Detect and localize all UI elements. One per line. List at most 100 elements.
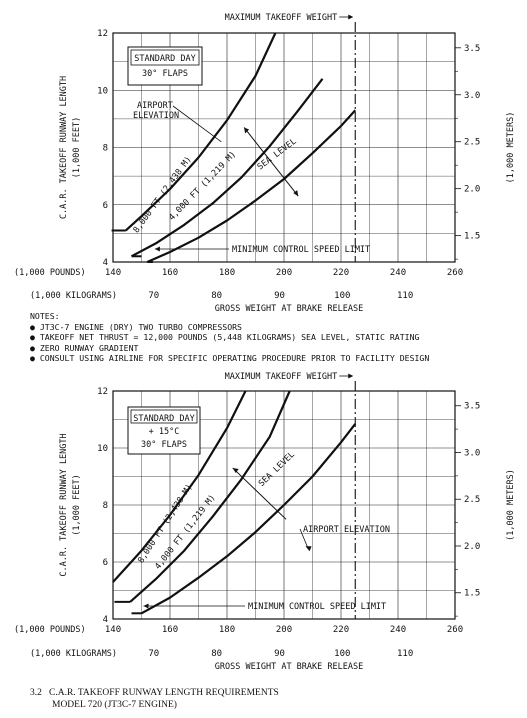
chart1-y-tick-label: 10 — [97, 86, 108, 96]
chart1-y-tick-label: 8 — [103, 144, 108, 154]
figure-caption: 3.2 C.A.R. TAKEOFF RUNWAY LENGTH REQUIRE… — [30, 687, 279, 711]
chart1-kg-tick-label: 70 — [148, 291, 159, 301]
chart1-y-axis-unit: (1,000 FEET) — [72, 117, 82, 178]
chart1-series-line — [125, 32, 277, 232]
note-item: ● TAKEOFF NET THRUST = 12,000 POUNDS (5,… — [30, 332, 420, 343]
chart2-series-line — [112, 390, 247, 583]
chart2-condition-line: STANDARD DAY — [133, 414, 194, 424]
chart1-x-tick-label: 220 — [333, 268, 349, 278]
chart1-x-tick-label: 240 — [390, 268, 406, 278]
caption-title: C.A.R. TAKEOFF RUNWAY LENGTH REQUIREMENT… — [49, 688, 279, 698]
chart1-series-line — [130, 78, 324, 258]
chart2-x-tick-label: 140 — [105, 625, 121, 635]
chart2-y2-axis-label: (1,000 METERS) — [506, 469, 516, 541]
chart2-min-control-arrowhead — [143, 603, 149, 609]
chart2-x-unit-pounds: (1,000 POUNDS) — [14, 625, 86, 635]
notes-block: NOTES: ● JT3C-7 ENGINE (DRY) TWO TURBO C… — [30, 311, 525, 364]
chart2-y-tick-label: 8 — [103, 501, 108, 511]
chart1-max-takeoff-arrowhead — [348, 14, 354, 20]
caption-number: 3.2 — [30, 688, 42, 698]
chart1-elevation-arrowhead-bottom — [293, 190, 299, 197]
caption-subtitle: MODEL 720 (JT3C-7 ENGINE) — [52, 700, 177, 710]
chart1-kg-tick-label: 110 — [397, 291, 413, 301]
note-item: ● JT3C-7 ENGINE (DRY) TWO TURBO COMPRESS… — [30, 321, 242, 332]
chart2-kg-tick-label: 90 — [274, 649, 285, 659]
chart2-x-tick-label: 200 — [276, 625, 292, 635]
chart2-x-axis-label: GROSS WEIGHT AT BRAKE RELEASE — [215, 662, 363, 672]
chart1-condition-line: 30° FLAPS — [142, 69, 188, 79]
chart2-condition-box — [127, 406, 201, 455]
chart1-x-tick-label: 160 — [162, 268, 178, 278]
chart2-kg-tick-label: 80 — [211, 649, 222, 659]
chart2-m-tick-label: 1.5 — [464, 589, 480, 599]
chart1-elevation-arrowhead-top — [244, 127, 250, 134]
chart1-condition-box — [127, 46, 203, 86]
chart2-x-tick-label: 160 — [162, 625, 178, 635]
chart1-x-tick-label: 260 — [447, 268, 463, 278]
chart1-m-tick-label: 2.5 — [464, 138, 480, 148]
chart2-x-tick-label: 220 — [333, 625, 349, 635]
chart2-elevation-label: AIRPORT ELEVATION — [303, 525, 390, 535]
chart2-m-tick-label: 2.0 — [464, 542, 480, 552]
chart1-kg-tick-label: 100 — [334, 291, 350, 301]
chart1-x-tick-label: 180 — [219, 268, 235, 278]
chart2-condition-line: 30° FLAPS — [141, 440, 187, 450]
chart2-kg-tick-label: 70 — [148, 649, 159, 659]
chart1-x-axis-label: GROSS WEIGHT AT BRAKE RELEASE — [215, 304, 363, 314]
chart2-y-tick-label: 6 — [103, 558, 108, 568]
chart2-condition-box-inner — [130, 409, 198, 424]
chart1-y-axis-label: C.A.R. TAKEOFF RUNWAY LENGTH — [59, 76, 69, 219]
chart2-series-line — [140, 423, 357, 615]
chart2-elevation-leader — [299, 528, 308, 548]
chart1-y-tick-label: 12 — [97, 29, 108, 39]
chart1-x-unit-kilograms: (1,000 KILOGRAMS) — [30, 291, 117, 301]
chart1-series-label: 8,000 FT (2,438 M) — [132, 155, 194, 235]
chart1-condition-box-inner — [130, 49, 200, 66]
chart2-series-line — [129, 390, 291, 603]
chart1-condition-line: STANDARD DAY — [134, 54, 195, 64]
chart2-y-tick-label: 12 — [97, 387, 108, 397]
chart2-x-tick-label: 260 — [447, 625, 463, 635]
chart1-y2-axis-label: (1,000 METERS) — [506, 112, 516, 184]
chart1-x-tick-label: 200 — [276, 268, 292, 278]
chart1-m-tick-label: 2.0 — [464, 185, 480, 195]
chart1-elevation-leader — [172, 105, 222, 143]
chart1-max-takeoff-label: MAXIMUM TAKEOFF WEIGHT — [225, 13, 338, 23]
chart2-max-takeoff-arrowhead — [348, 373, 354, 379]
notes-heading: NOTES: — [30, 311, 60, 321]
chart2-elevation-arrow — [232, 467, 287, 520]
chart1-x-unit-pounds: (1,000 POUNDS) — [14, 268, 86, 278]
chart1-kg-tick-label: 80 — [211, 291, 222, 301]
note-item: ● ZERO RUNWAY GRADIENT — [30, 342, 139, 353]
chart1-elevation-label: AIRPORT — [137, 101, 173, 111]
chart2-x-tick-label: 180 — [219, 625, 235, 635]
chart2-elevation-arrowhead-top — [232, 467, 239, 473]
chart2-min-control-label: MINIMUM CONTROL SPEED LIMIT — [248, 602, 386, 612]
chart2-elevation-arrowhead-bottom — [305, 546, 312, 552]
chart1-y-tick-label: 4 — [103, 258, 108, 268]
chart1-m-tick-label: 3.5 — [464, 44, 480, 54]
chart2-m-tick-label: 3.5 — [464, 402, 480, 412]
chart2-y-tick-label: 10 — [97, 444, 108, 454]
chart2-y-axis-unit: (1,000 FEET) — [72, 474, 82, 535]
chart1-min-control-label: MINIMUM CONTROL SPEED LIMIT — [232, 245, 370, 255]
chart2-max-takeoff-label: MAXIMUM TAKEOFF WEIGHT — [225, 372, 338, 382]
chart1-elevation-label: ELEVATION — [133, 111, 179, 121]
chart2-m-tick-label: 2.5 — [464, 495, 480, 505]
chart1-m-tick-label: 3.0 — [464, 91, 480, 101]
chart1-elevation-arrow — [243, 127, 299, 197]
chart2-condition-line: + 15°C — [149, 427, 180, 437]
note-item: ● CONSULT USING AIRLINE FOR SPECIFIC OPE… — [30, 353, 430, 364]
chart1-x-tick-label: 140 — [105, 268, 121, 278]
chart2-y-tick-label: 4 — [103, 615, 108, 625]
chart1-kg-tick-label: 90 — [274, 291, 285, 301]
chart2-x-tick-label: 240 — [390, 625, 406, 635]
chart2-y-axis-label: C.A.R. TAKEOFF RUNWAY LENGTH — [59, 433, 69, 576]
chart1-series-line — [146, 109, 357, 264]
chart2-series-label: SEA LEVEL — [257, 450, 297, 489]
chart2-m-tick-label: 3.0 — [464, 448, 480, 458]
chart1-y-tick-label: 6 — [103, 201, 108, 211]
chart2-x-unit-kilograms: (1,000 KILOGRAMS) — [30, 649, 117, 659]
chart1-min-control-arrowhead — [154, 246, 160, 252]
